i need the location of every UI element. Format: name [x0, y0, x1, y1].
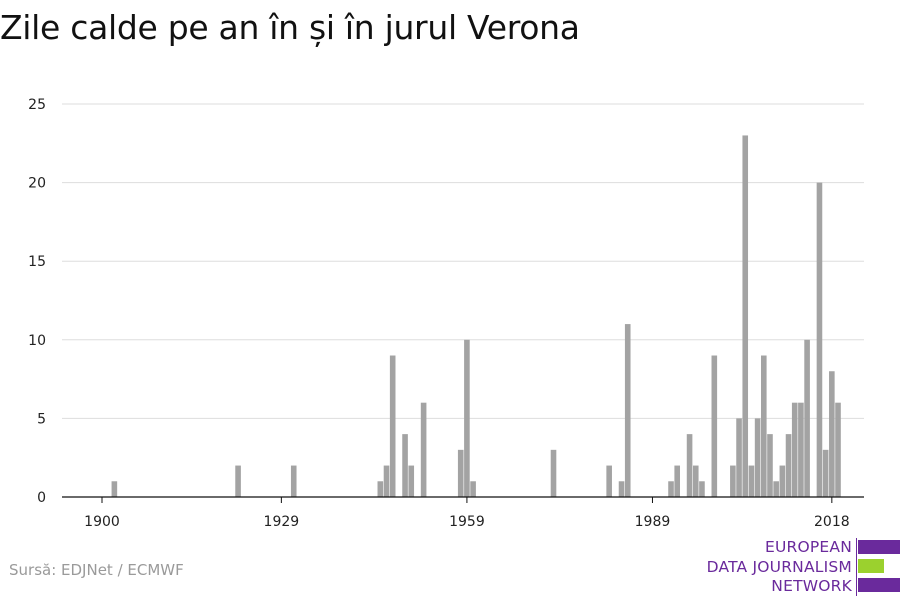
y-tick-label: 20 [28, 176, 46, 192]
y-tick-label: 15 [28, 254, 46, 270]
logo-bar-bottom [858, 578, 900, 592]
bar-1960 [470, 481, 476, 497]
x-tick-label: 1900 [84, 514, 120, 530]
bar-1902 [111, 481, 118, 497]
bar-2007 [761, 355, 767, 497]
bar-2017 [822, 449, 829, 497]
x-tick-label: 2018 [814, 514, 850, 530]
y-tick-label: 10 [28, 333, 46, 349]
bar-2004 [742, 135, 749, 497]
bar-1959 [464, 339, 470, 497]
bar-1984 [618, 481, 625, 497]
logo-line-3: NETWORK [771, 577, 852, 595]
bar-2010 [779, 465, 786, 497]
bar-1952 [420, 402, 427, 497]
bar-2006 [754, 418, 761, 497]
chart-title: Zile calde pe an în și în jurul Verona [0, 8, 580, 47]
bar-2009 [773, 481, 779, 497]
bar-1985 [624, 324, 631, 497]
edjnet-logo: EUROPEAN DATA JOURNALISM NETWORK [700, 538, 900, 596]
bar-1995 [686, 434, 693, 497]
bar-2011 [785, 434, 792, 497]
bar-1996 [692, 465, 699, 497]
bar-1931 [290, 465, 297, 497]
bar-1993 [674, 465, 680, 497]
logo-line-1: EUROPEAN [764, 538, 852, 556]
bar-1982 [606, 465, 612, 497]
bar-2003 [736, 418, 742, 497]
bar-1945 [377, 481, 384, 497]
y-tick-label: 5 [37, 411, 46, 427]
x-axis: 1900 1929 1959 1989 2018 [62, 496, 864, 530]
bar-2012 [791, 402, 798, 497]
bar-1997 [699, 481, 705, 497]
bar-1992 [668, 481, 674, 497]
y-tick-labels: 0 5 10 15 20 25 [28, 97, 46, 506]
bar-1922 [235, 465, 241, 497]
bar-2002 [730, 465, 736, 497]
logo-text: EUROPEAN DATA JOURNALISM NETWORK [707, 538, 852, 597]
bar-1947 [389, 355, 396, 497]
bar-2014 [804, 339, 810, 497]
x-tick-label: 1989 [635, 514, 671, 530]
bar-2008 [767, 434, 773, 497]
bar-1958 [457, 449, 464, 497]
x-tick-label: 1959 [449, 514, 485, 530]
bar-1973 [550, 449, 557, 497]
bar-2019 [835, 402, 841, 497]
bar-2005 [748, 465, 755, 497]
logo-divider [856, 538, 857, 596]
bars [111, 135, 841, 497]
bar-1949 [402, 434, 408, 497]
logo-bar-top [858, 540, 900, 554]
y-tick-label: 0 [37, 490, 46, 506]
bar-2018 [829, 371, 835, 497]
logo-line-2: DATA JOURNALISM [706, 557, 852, 576]
bar-1999 [711, 355, 718, 497]
x-tick-label: 1929 [264, 514, 300, 530]
bar-1950 [408, 465, 415, 497]
y-tick-label: 25 [28, 97, 46, 113]
logo-bar-middle [858, 559, 884, 573]
gridlines [62, 103, 864, 419]
bar-2013 [798, 402, 804, 497]
source-note: Sursă: EDJNet / ECMWF [9, 561, 184, 579]
bar-1946 [383, 465, 390, 497]
bar-2016 [816, 182, 823, 497]
